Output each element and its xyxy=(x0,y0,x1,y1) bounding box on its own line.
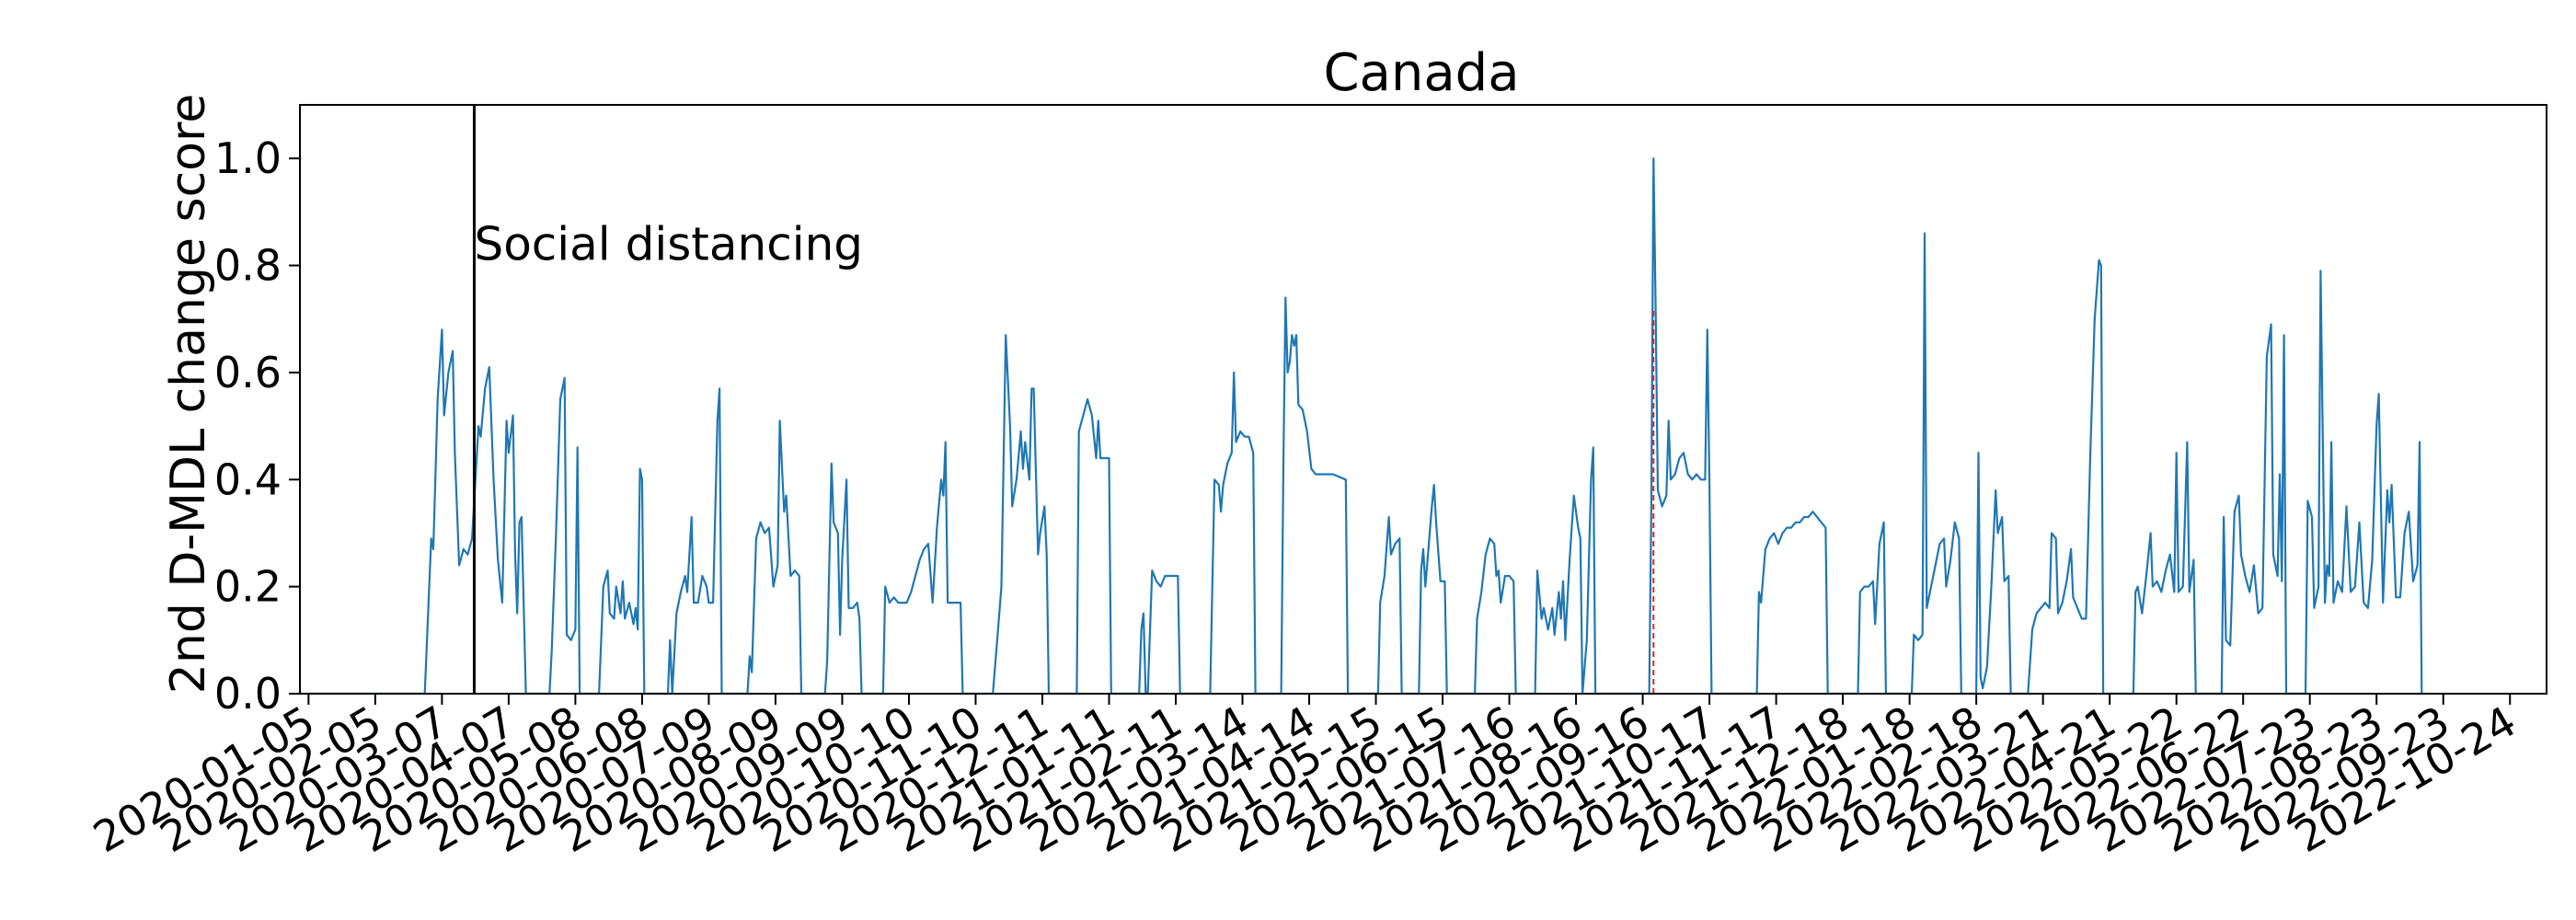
y-tick-label: 0.2 xyxy=(214,562,282,612)
annotation-layer: Social distancing xyxy=(472,105,863,694)
y-tick-label: 0.4 xyxy=(214,454,282,504)
chart-title: Canada xyxy=(1323,43,1519,103)
y-tick-label: 0.8 xyxy=(214,241,282,291)
series-layer xyxy=(308,157,2423,694)
series-line xyxy=(308,157,2423,694)
plot-frame xyxy=(299,104,2547,695)
y-tick-label: 1.0 xyxy=(214,133,282,183)
axes-layer: 0.00.20.40.60.81.02020-01-052020-02-0520… xyxy=(85,104,2547,862)
y-tick-label: 0.0 xyxy=(214,669,282,719)
y-tick-label: 0.6 xyxy=(214,348,282,397)
y-axis-label: 2nd D-MDL change score xyxy=(161,94,216,694)
event-label: Social distancing xyxy=(474,218,863,271)
